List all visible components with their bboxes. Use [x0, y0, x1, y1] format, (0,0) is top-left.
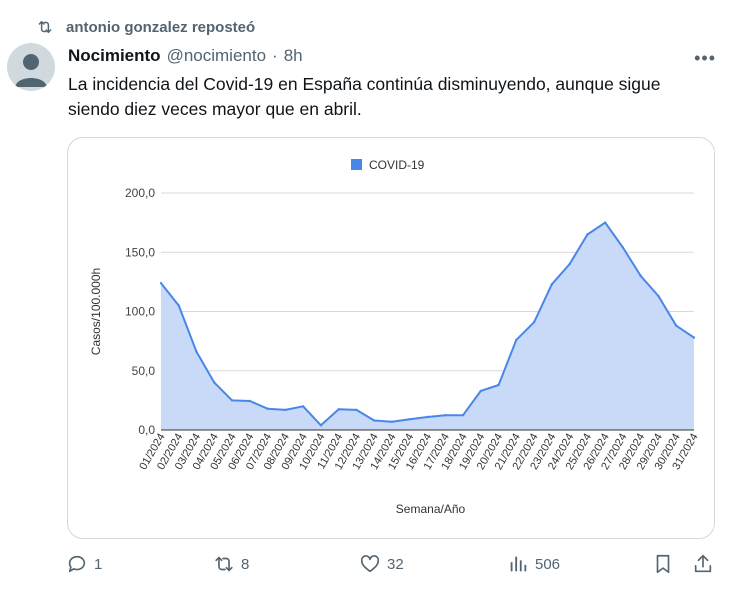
repost-count: 8 [241, 555, 250, 573]
data-point [657, 294, 660, 298]
data-point [159, 281, 163, 285]
data-point [408, 418, 411, 421]
x-axis-title: Semana/Año [396, 502, 466, 516]
data-point [230, 399, 234, 402]
chart: 0,050,0100,0150,0200,001/202402/202403/2… [89, 158, 701, 516]
separator-dot: · [272, 46, 278, 65]
repost-icon [38, 21, 52, 33]
share-icon [694, 554, 712, 573]
views-button[interactable]: 506 [507, 553, 560, 575]
data-point [532, 320, 536, 324]
data-point [319, 424, 323, 427]
data-point [497, 383, 500, 387]
data-point [373, 419, 376, 422]
data-point [639, 274, 642, 278]
y-tick-label: 100,0 [125, 305, 155, 319]
like-count: 32 [387, 555, 404, 573]
legend-swatch [351, 159, 362, 170]
data-point [550, 283, 554, 286]
bookmark-button[interactable] [652, 553, 674, 575]
data-point [213, 381, 216, 384]
data-point [195, 350, 198, 353]
data-point [284, 408, 287, 412]
data-point [248, 399, 252, 403]
y-axis-title: Casos/100.000h [89, 268, 103, 355]
data-point [390, 420, 394, 423]
like-button[interactable]: 32 [359, 553, 404, 575]
views-count: 506 [535, 555, 561, 573]
series-area [161, 222, 694, 430]
y-tick-label: 0,0 [138, 423, 155, 437]
data-point [355, 408, 358, 412]
action-bar: 1 8 32 506 [0, 553, 744, 579]
y-tick-label: 50,0 [132, 364, 156, 378]
data-point [337, 408, 340, 411]
chart-card[interactable]: 0,0 50,0 100,0 150,0 200,0 01/2024 02/2024 03/2… [67, 137, 715, 539]
y-tick-label: 200,0 [125, 186, 155, 200]
retweet-button[interactable]: 8 [213, 553, 249, 575]
reply-icon [68, 555, 86, 573]
data-point [603, 221, 607, 224]
views-icon [510, 556, 527, 572]
data-point [177, 304, 180, 307]
bookmark-icon [656, 554, 670, 574]
author-handle[interactable]: @nocimiento [166, 46, 267, 65]
author-name[interactable]: Nocimiento [68, 46, 161, 65]
data-point [301, 405, 305, 408]
reply-button[interactable]: 1 [66, 553, 102, 575]
avatar[interactable] [7, 43, 55, 91]
data-point [515, 338, 518, 342]
repost-icon [215, 556, 233, 572]
data-point [461, 413, 465, 417]
data-point [444, 413, 447, 417]
y-tick-label: 150,0 [125, 245, 155, 259]
data-point [586, 233, 589, 236]
more-options-icon[interactable]: ••• [694, 48, 716, 68]
data-point [621, 246, 625, 249]
repost-text[interactable]: antonio gonzalez reposteó [66, 18, 256, 36]
data-point [675, 324, 678, 327]
post-header: Nocimiento @nocimiento · 8h [68, 46, 303, 66]
post-time[interactable]: 8h [283, 46, 303, 65]
data-point [568, 262, 571, 266]
data-point [479, 389, 482, 393]
data-point [692, 336, 696, 339]
data-point [266, 407, 269, 410]
post-text: La incidencia del Covid-19 en España con… [68, 74, 661, 119]
legend-label: COVID-19 [369, 158, 425, 172]
data-point [426, 415, 429, 419]
share-button[interactable] [692, 553, 714, 575]
reply-count: 1 [94, 555, 103, 573]
repost-context: antonio gonzalez reposteó [36, 18, 255, 36]
heart-icon [360, 555, 380, 573]
